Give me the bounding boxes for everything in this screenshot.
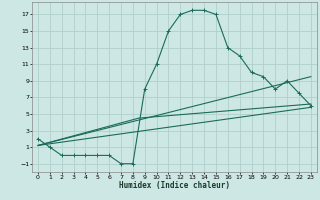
X-axis label: Humidex (Indice chaleur): Humidex (Indice chaleur) [119, 181, 230, 190]
